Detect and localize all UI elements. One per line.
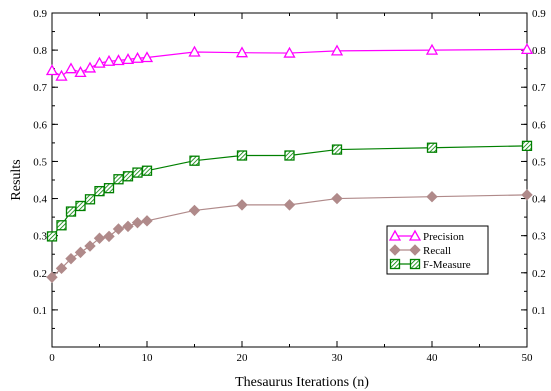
data-point-f-measure <box>141 165 153 176</box>
series-f-measure <box>46 140 533 242</box>
data-point-recall <box>93 232 106 244</box>
x-tick-label: 50 <box>522 352 534 364</box>
data-point-recall <box>122 220 134 233</box>
data-point-recall <box>55 262 68 275</box>
legend-marker-recall <box>409 244 421 256</box>
data-point-f-measure <box>426 142 438 153</box>
data-point-recall <box>141 215 153 227</box>
data-point-recall <box>103 230 115 243</box>
data-point-precision <box>520 43 534 55</box>
data-point-recall <box>65 252 77 265</box>
data-point-precision <box>93 56 106 68</box>
legend-marker-f-measure <box>389 258 401 270</box>
legend-marker-precision <box>408 229 422 241</box>
data-point-precision <box>235 46 249 58</box>
y-tick-label-left: 0.8 <box>33 45 47 57</box>
data-point-f-measure <box>75 200 86 212</box>
data-point-precision <box>64 62 78 74</box>
data-point-precision <box>102 54 116 66</box>
y-tick-label-left: 0.2 <box>33 268 47 280</box>
data-point-recall <box>84 240 96 252</box>
data-point-f-measure <box>65 206 77 217</box>
data-point-precision <box>55 69 68 81</box>
data-point-precision <box>425 43 439 55</box>
data-point-recall <box>283 199 296 211</box>
data-point-f-measure <box>84 194 96 205</box>
y-tick-label-right: 0.4 <box>532 194 546 206</box>
legend-marker-recall <box>389 244 401 256</box>
data-point-precision <box>45 64 59 76</box>
y-tick-label-right: 0.3 <box>532 231 546 243</box>
x-tick-label: 0 <box>49 352 55 364</box>
data-point-f-measure <box>132 167 143 178</box>
series-precision <box>45 43 534 81</box>
legend-label-recall: Recall <box>423 245 451 257</box>
data-point-recall <box>188 204 201 217</box>
data-point-recall <box>112 223 125 235</box>
data-point-f-measure <box>331 144 343 155</box>
x-tick-label: 20 <box>237 352 249 364</box>
y-tick-label-right: 0.1 <box>532 305 546 317</box>
y-tick-label-right: 0.6 <box>532 119 546 131</box>
data-point-f-measure <box>284 150 295 161</box>
axes: 0 10 20 30 40 50 0.1 0.1 0.2 0.2 0.3 0.3 0.4 0.4 0.5 0.… <box>33 8 546 364</box>
data-point-f-measure <box>56 220 67 231</box>
x-tick-label: 30 <box>332 352 344 364</box>
y-tick-label-left: 0.1 <box>33 305 47 317</box>
data-point-precision <box>140 51 154 63</box>
y-tick-label-left: 0.9 <box>33 8 47 20</box>
legend-marker-precision <box>388 229 402 241</box>
y-tick-label-right: 0.2 <box>532 268 546 280</box>
data-point-recall <box>426 190 438 203</box>
plot-series <box>45 43 534 283</box>
data-point-precision <box>121 53 135 65</box>
data-point-recall <box>74 246 87 259</box>
data-point-recall <box>46 271 58 283</box>
data-point-precision <box>131 51 144 63</box>
y-tick-label-right: 0.5 <box>532 156 546 168</box>
y-tick-label-right: 0.7 <box>532 82 546 94</box>
data-point-precision <box>330 44 344 56</box>
data-point-f-measure <box>521 140 533 152</box>
data-point-recall <box>521 189 533 201</box>
data-point-recall <box>131 216 144 229</box>
data-point-recall <box>331 192 343 205</box>
y-tick-label-right: 0.8 <box>532 45 546 57</box>
x-tick-label: 40 <box>427 352 439 364</box>
data-point-precision <box>112 54 125 66</box>
data-point-f-measure <box>122 171 134 182</box>
data-point-f-measure <box>46 231 58 242</box>
data-point-precision <box>83 61 97 73</box>
y-tick-label-left: 0.5 <box>33 156 47 168</box>
data-point-f-measure <box>113 174 124 185</box>
y-tick-label-left: 0.4 <box>33 194 47 206</box>
y-tick-label-left: 0.7 <box>33 82 47 94</box>
data-point-precision <box>74 66 87 78</box>
legend-marker-f-measure <box>409 258 421 270</box>
data-point-f-measure <box>103 183 115 194</box>
legend: Precision Recall F-Measure <box>386 225 489 275</box>
y-tick-label-left: 0.6 <box>33 119 47 131</box>
x-tick-label: 10 <box>142 352 154 364</box>
data-point-f-measure <box>94 185 105 197</box>
data-point-f-measure <box>236 150 248 161</box>
y-axis-title: Results <box>9 159 24 200</box>
y-tick-label-left: 0.3 <box>33 231 47 243</box>
data-point-f-measure <box>189 155 200 166</box>
series-recall <box>46 189 533 283</box>
data-point-recall <box>236 199 248 211</box>
legend-label-precision: Precision <box>423 231 464 243</box>
data-point-precision <box>283 46 296 58</box>
legend-label-f-measure: F-Measure <box>423 259 471 271</box>
x-axis-title: Thesaurus Iterations (n) <box>235 375 369 390</box>
y-tick-label-right: 0.9 <box>532 8 546 20</box>
data-point-precision <box>188 45 201 57</box>
